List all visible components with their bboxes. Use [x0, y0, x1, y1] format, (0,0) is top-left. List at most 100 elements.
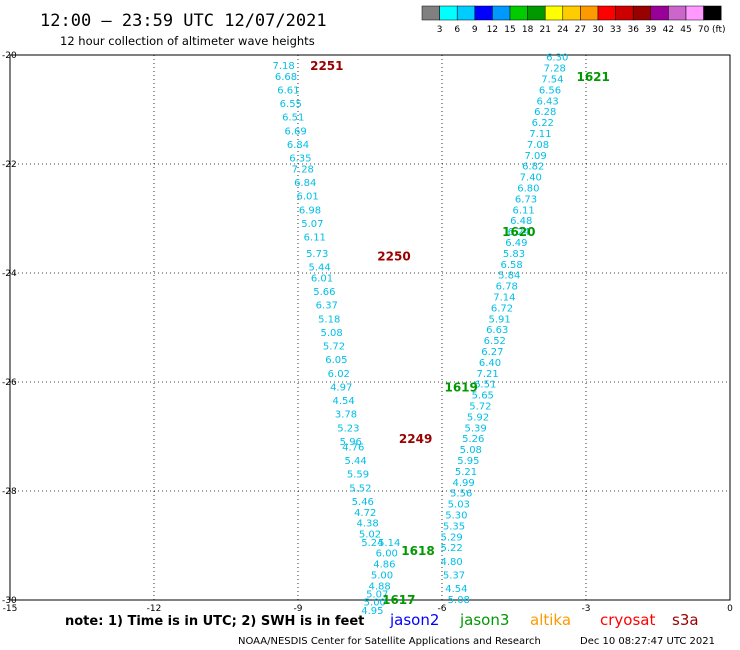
colorbar-swatch: [474, 5, 493, 21]
wave-height-point: 6.11: [512, 205, 534, 216]
wave-height-point: 6.05: [325, 355, 347, 366]
wave-height-point: 6.48: [510, 216, 532, 227]
wave-height-point: 4.80: [440, 557, 462, 568]
colorbar-swatch: [650, 5, 669, 21]
wave-height-point: 6.69: [284, 126, 306, 137]
wave-height-point: 6.51: [282, 113, 304, 124]
wave-height-point: 6.02: [328, 369, 350, 380]
wave-height-point: 5.00: [371, 570, 393, 581]
wave-height-point: 4.95: [361, 606, 383, 617]
wave-height-point: 5.72: [323, 342, 345, 353]
wave-height-point: 6.01: [311, 273, 333, 284]
x-tick-label: -3: [582, 604, 591, 614]
wave-height-point: 7.40: [520, 173, 542, 184]
wave-height-point: 5.72: [469, 402, 491, 413]
wave-height-point: 6.78: [496, 282, 518, 293]
colorbar-legend: 3 6 9 12 15 18 21 24 27 30 33 36 39 42 45 70: [421, 5, 722, 35]
wave-height-point: 5.21: [455, 467, 477, 478]
pass-time-label: 1619: [444, 380, 477, 394]
wave-height-point: 6.24: [508, 227, 530, 238]
colorbar-tick: 15: [504, 25, 515, 35]
wave-height-point: 6.73: [515, 194, 537, 205]
wave-height-point: 6.30: [546, 53, 568, 64]
y-tick-label: -24: [2, 269, 17, 279]
wave-height-point: 5.07: [366, 590, 388, 601]
wave-height-point: 7.54: [541, 75, 563, 86]
wave-height-point: 6.82: [522, 162, 544, 173]
pass-time-label: 1621: [576, 70, 609, 84]
satellite-cryosat: cryosat: [600, 611, 655, 629]
pass-time-label: 2249: [399, 432, 432, 446]
wave-height-point: 6.35: [289, 154, 311, 165]
wave-height-point: 6.49: [505, 238, 527, 249]
colorbar-swatch: [597, 5, 616, 21]
wave-height-point: 4.54: [445, 584, 467, 595]
wave-height-point: 5.84: [498, 271, 520, 282]
wave-height-point: 5.30: [445, 511, 467, 522]
satellite-legend: jason2 jason3 altika cryosat s3a: [389, 611, 699, 629]
colorbar-tick: 27: [575, 25, 586, 35]
wave-height-point: 5.37: [443, 570, 465, 581]
wave-height-point: 5.56: [450, 489, 472, 500]
wave-height-point: 5.65: [472, 391, 494, 402]
wave-height-point: 7.09: [524, 151, 546, 162]
x-tick-label: -15: [3, 604, 18, 614]
colorbar-tick: 33: [610, 25, 621, 35]
pass-time-label: 2250: [377, 250, 410, 264]
wave-height-point: 5.26: [462, 434, 484, 445]
wave-height-point: 3.78: [335, 410, 357, 421]
wave-height-point: 5.96: [340, 437, 362, 448]
wave-height-point: 6.27: [481, 347, 503, 358]
colorbar-swatch: [492, 5, 511, 21]
wave-height-values: 7.186.686.616.556.516.696.846.357.286.84…: [272, 53, 568, 617]
wave-height-point: 5.92: [467, 412, 489, 423]
wave-height-point: 5.08: [448, 595, 470, 606]
colorbar-swatch: [456, 5, 476, 21]
wave-height-point: 5.23: [337, 423, 359, 434]
wave-height-point: 5.08: [460, 445, 482, 456]
wave-height-point: 6.61: [277, 85, 299, 96]
wave-height-point: 4.97: [330, 382, 352, 393]
wave-height-point: 6.01: [296, 192, 318, 203]
footer-timestamp: Dec 10 08:27:47 UTC 2021: [580, 636, 715, 647]
wave-height-point: 6.80: [517, 184, 539, 195]
chart-title: 12:00 – 23:59 UTC 12/07/2021: [40, 11, 327, 31]
wave-height-point: 6.68: [275, 72, 297, 83]
wave-height-point: 4.54: [332, 396, 354, 407]
wave-height-point: 6.84: [294, 178, 316, 189]
wave-height-point: 5.00: [364, 598, 386, 609]
wave-height-point: 5.44: [308, 263, 330, 274]
satellite-jason2: jason2: [389, 611, 439, 629]
wave-height-point: 5.44: [344, 456, 366, 467]
x-tick-label: -9: [294, 604, 303, 614]
wave-height-point: 5.83: [503, 249, 525, 260]
wave-height-point: 5.35: [443, 521, 465, 532]
x-tick-label: -6: [438, 604, 447, 614]
colorbar-swatch: [580, 5, 599, 21]
pass-time-label: 1618: [401, 544, 434, 558]
y-tick-label: -20: [2, 51, 17, 61]
y-tick-label: -22: [2, 160, 17, 170]
note-text: note: 1) Time is in UTC; 2) SWH is in fe…: [65, 614, 364, 629]
wave-height-point: 5.18: [318, 314, 340, 325]
wave-height-point: 5.08: [320, 328, 342, 339]
colorbar-swatch: [685, 5, 704, 21]
colorbar-swatch: [562, 5, 581, 21]
colorbar-tick: 39: [645, 25, 657, 35]
wave-height-point: 6.56: [539, 85, 561, 96]
wave-height-point: 6.98: [299, 205, 321, 216]
wave-height-point: 6.63: [486, 325, 508, 336]
colorbar-tick: 6: [454, 25, 460, 35]
wave-height-point: 7.18: [272, 61, 294, 72]
wave-height-point: 6.51: [474, 380, 496, 391]
colorbar-tick: 21: [539, 25, 550, 35]
wave-height-point: 6.72: [491, 303, 513, 314]
wave-height-point: 5.91: [488, 314, 510, 325]
colorbar-tick: 24: [557, 25, 569, 35]
wave-height-point: 6.55: [280, 99, 302, 110]
wave-height-point: 6.00: [376, 549, 398, 560]
wave-height-point: 4.38: [356, 519, 378, 530]
wave-height-point: 7.11: [529, 129, 551, 140]
x-tick-label: 0: [727, 604, 733, 614]
colorbar-swatch: [544, 5, 564, 21]
